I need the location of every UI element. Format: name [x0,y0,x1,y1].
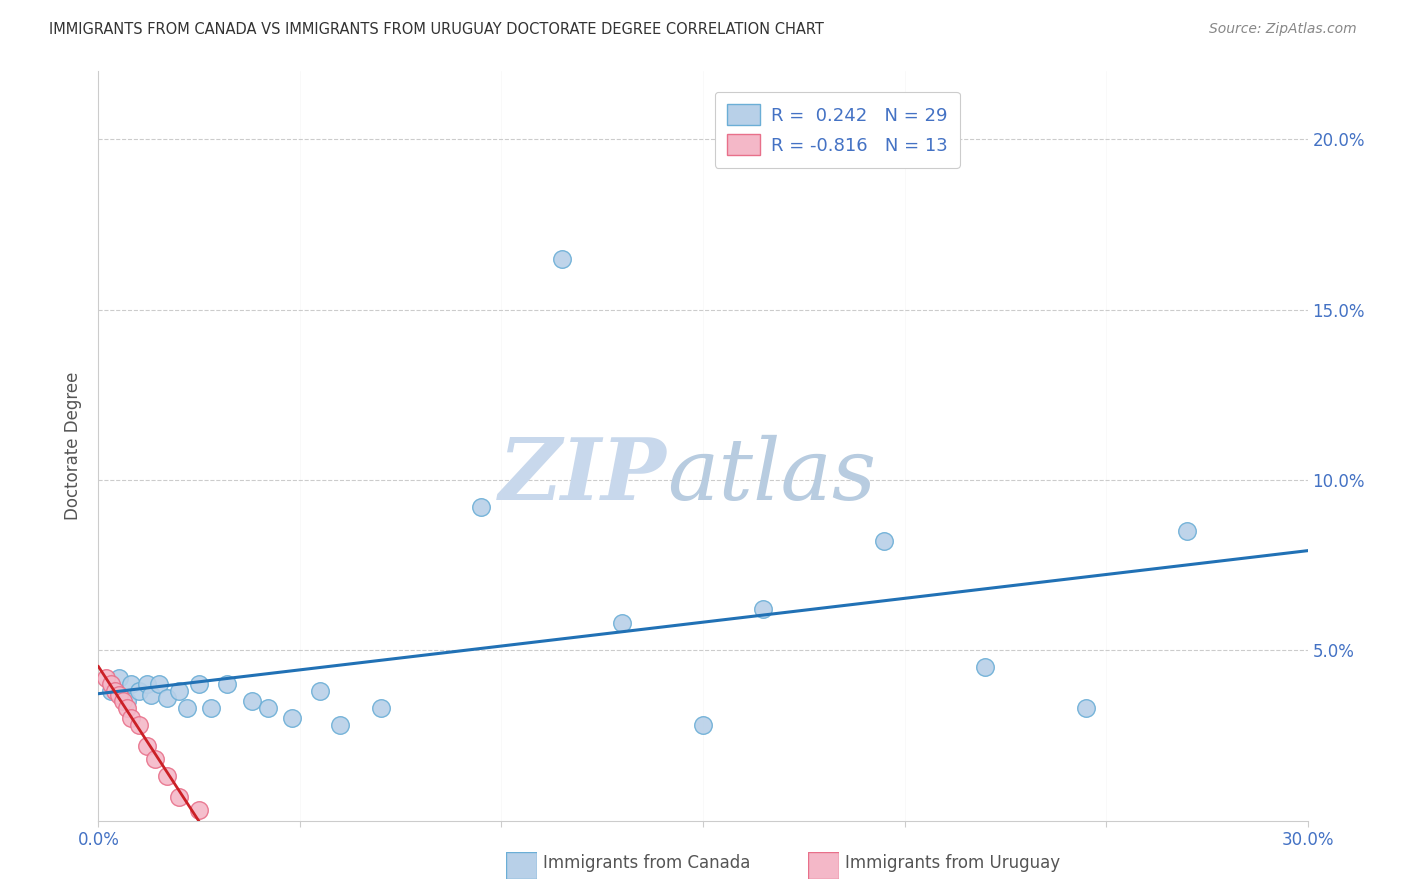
Point [188,677,211,691]
Point [309,684,332,698]
Point [111,694,134,708]
Point [115,701,138,715]
Point [100,677,122,691]
Point [156,691,179,706]
Text: Immigrants from Uruguay: Immigrants from Uruguay [845,855,1060,872]
Point [370,701,392,715]
Point [612,616,634,631]
Point [120,677,142,691]
Point [135,677,157,691]
Point [156,769,179,783]
Point [1074,701,1097,715]
Y-axis label: Doctorate Degree: Doctorate Degree [65,372,83,520]
Point [107,671,129,685]
Point [974,660,997,674]
Text: atlas: atlas [666,434,876,517]
Point [692,718,714,732]
Point [96,671,118,685]
Point [135,739,157,753]
Point [873,534,896,549]
Point [120,711,142,725]
Point [167,789,190,804]
Point [1175,524,1198,538]
Text: ZIP: ZIP [499,434,666,517]
FancyBboxPatch shape [808,852,839,879]
Point [115,694,138,708]
Point [107,688,129,702]
FancyBboxPatch shape [506,852,537,879]
Point [188,804,211,818]
Point [143,752,166,766]
Point [128,718,150,732]
Point [176,701,198,715]
Point [167,684,190,698]
Point [139,688,162,702]
Text: IMMIGRANTS FROM CANADA VS IMMIGRANTS FROM URUGUAY DOCTORATE DEGREE CORRELATION C: IMMIGRANTS FROM CANADA VS IMMIGRANTS FRO… [49,22,824,37]
Point [329,718,352,732]
Point [752,602,775,616]
Text: Source: ZipAtlas.com: Source: ZipAtlas.com [1209,22,1357,37]
Point [240,694,263,708]
Point [281,711,304,725]
Point [103,684,125,698]
Point [200,701,222,715]
Point [551,252,574,266]
Point [217,677,239,691]
Text: Immigrants from Canada: Immigrants from Canada [543,855,749,872]
Legend: R =  0.242   N = 29, R = -0.816   N = 13: R = 0.242 N = 29, R = -0.816 N = 13 [714,92,960,168]
Point [128,684,150,698]
Point [100,684,122,698]
Point [256,701,278,715]
Point [470,500,492,515]
Point [148,677,170,691]
